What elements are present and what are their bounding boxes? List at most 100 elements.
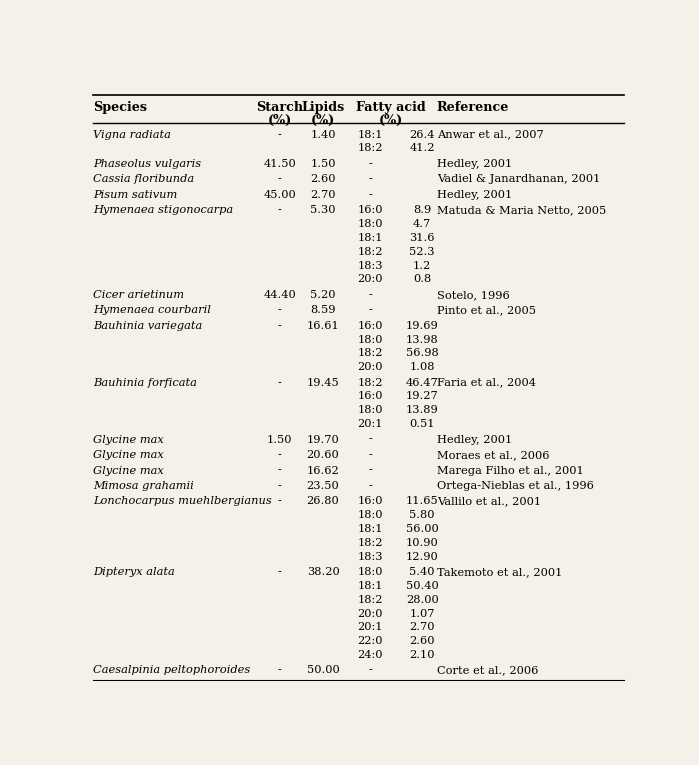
Text: 4.7: 4.7 xyxy=(413,219,431,230)
Text: 31.6: 31.6 xyxy=(410,233,435,243)
Text: Pinto et al., 2005: Pinto et al., 2005 xyxy=(437,305,536,315)
Text: Mimosa grahamii: Mimosa grahamii xyxy=(93,481,194,491)
Text: 20:1: 20:1 xyxy=(357,623,383,633)
Text: 1.50: 1.50 xyxy=(267,435,292,444)
Text: 18:1: 18:1 xyxy=(357,233,383,243)
Text: 18:2: 18:2 xyxy=(357,378,383,388)
Text: 26.80: 26.80 xyxy=(307,496,340,506)
Text: (%): (%) xyxy=(311,115,335,128)
Text: Caesalpinia peltophoroides: Caesalpinia peltophoroides xyxy=(93,666,250,675)
Text: 2.60: 2.60 xyxy=(410,636,435,646)
Text: 0.51: 0.51 xyxy=(410,419,435,429)
Text: Marega Filho et al., 2001: Marega Filho et al., 2001 xyxy=(437,466,584,476)
Text: Corte et al., 2006: Corte et al., 2006 xyxy=(437,666,538,675)
Text: 46.47: 46.47 xyxy=(406,378,438,388)
Text: 56.98: 56.98 xyxy=(406,348,438,358)
Text: 18:0: 18:0 xyxy=(357,510,383,520)
Text: 18:0: 18:0 xyxy=(357,567,383,577)
Text: 1.50: 1.50 xyxy=(310,159,336,169)
Text: 13.89: 13.89 xyxy=(406,405,438,415)
Text: 18:3: 18:3 xyxy=(357,552,383,562)
Text: 1.2: 1.2 xyxy=(413,261,431,271)
Text: Matuda & Maria Netto, 2005: Matuda & Maria Netto, 2005 xyxy=(437,205,606,215)
Text: -: - xyxy=(368,174,372,184)
Text: -: - xyxy=(368,305,372,315)
Text: 8.9: 8.9 xyxy=(413,205,431,215)
Text: -: - xyxy=(368,466,372,476)
Text: Phaseolus vulgaris: Phaseolus vulgaris xyxy=(93,159,201,169)
Text: Dipteryx alata: Dipteryx alata xyxy=(93,567,175,577)
Text: -: - xyxy=(278,450,282,460)
Text: 16.62: 16.62 xyxy=(307,466,340,476)
Text: 18:2: 18:2 xyxy=(357,594,383,605)
Text: Bauhinia forficata: Bauhinia forficata xyxy=(93,378,196,388)
Text: Hymenaea courbaril: Hymenaea courbaril xyxy=(93,305,210,315)
Text: Sotelo, 1996: Sotelo, 1996 xyxy=(437,290,510,300)
Text: 56.00: 56.00 xyxy=(406,524,438,534)
Text: 18:1: 18:1 xyxy=(357,129,383,140)
Text: Lonchocarpus muehlbergianus: Lonchocarpus muehlbergianus xyxy=(93,496,271,506)
Text: Hedley, 2001: Hedley, 2001 xyxy=(437,159,512,169)
Text: Reference: Reference xyxy=(437,101,509,114)
Text: Takemoto et al., 2001: Takemoto et al., 2001 xyxy=(437,567,562,577)
Text: 19.69: 19.69 xyxy=(406,321,438,330)
Text: 5.40: 5.40 xyxy=(410,567,435,577)
Text: 26.4: 26.4 xyxy=(410,129,435,140)
Text: Anwar et al., 2007: Anwar et al., 2007 xyxy=(437,129,544,140)
Text: 19.70: 19.70 xyxy=(307,435,340,444)
Text: -: - xyxy=(368,159,372,169)
Text: Vallilo et al., 2001: Vallilo et al., 2001 xyxy=(437,496,541,506)
Text: 1.07: 1.07 xyxy=(410,609,435,619)
Text: 16.61: 16.61 xyxy=(307,321,340,330)
Text: 18:2: 18:2 xyxy=(357,538,383,548)
Text: Cassia floribunda: Cassia floribunda xyxy=(93,174,194,184)
Text: -: - xyxy=(278,466,282,476)
Text: 18:0: 18:0 xyxy=(357,334,383,344)
Text: 45.00: 45.00 xyxy=(264,190,296,200)
Text: -: - xyxy=(368,435,372,444)
Text: -: - xyxy=(368,290,372,300)
Text: -: - xyxy=(368,450,372,460)
Text: Fatty acid: Fatty acid xyxy=(356,101,426,114)
Text: 8.59: 8.59 xyxy=(310,305,336,315)
Text: Glycine max: Glycine max xyxy=(93,450,164,460)
Text: 1.08: 1.08 xyxy=(410,362,435,373)
Text: -: - xyxy=(278,174,282,184)
Text: 50.00: 50.00 xyxy=(307,666,340,675)
Text: 13.98: 13.98 xyxy=(406,334,438,344)
Text: 16:0: 16:0 xyxy=(357,392,383,402)
Text: 5.80: 5.80 xyxy=(410,510,435,520)
Text: (%): (%) xyxy=(379,115,403,128)
Text: 12.90: 12.90 xyxy=(406,552,438,562)
Text: 18:2: 18:2 xyxy=(357,144,383,154)
Text: 16:0: 16:0 xyxy=(357,205,383,215)
Text: 2.60: 2.60 xyxy=(310,174,336,184)
Text: 5.30: 5.30 xyxy=(310,205,336,215)
Text: -: - xyxy=(278,496,282,506)
Text: Vadiel & Janardhanan, 2001: Vadiel & Janardhanan, 2001 xyxy=(437,174,600,184)
Text: 38.20: 38.20 xyxy=(307,567,340,577)
Text: -: - xyxy=(278,666,282,675)
Text: 16:0: 16:0 xyxy=(357,496,383,506)
Text: Hymenaea stigonocarpa: Hymenaea stigonocarpa xyxy=(93,205,233,215)
Text: Glycine max: Glycine max xyxy=(93,435,164,444)
Text: 28.00: 28.00 xyxy=(406,594,438,605)
Text: 52.3: 52.3 xyxy=(410,247,435,257)
Text: -: - xyxy=(368,190,372,200)
Text: 2.10: 2.10 xyxy=(410,650,435,660)
Text: 5.20: 5.20 xyxy=(310,290,336,300)
Text: 18:1: 18:1 xyxy=(357,581,383,591)
Text: Faria et al., 2004: Faria et al., 2004 xyxy=(437,378,536,388)
Text: 20:0: 20:0 xyxy=(357,609,383,619)
Text: Cicer arietinum: Cicer arietinum xyxy=(93,290,184,300)
Text: Hedley, 2001: Hedley, 2001 xyxy=(437,190,512,200)
Text: 10.90: 10.90 xyxy=(406,538,438,548)
Text: Lipids: Lipids xyxy=(301,101,345,114)
Text: 41.50: 41.50 xyxy=(264,159,296,169)
Text: Ortega-Nieblas et al., 1996: Ortega-Nieblas et al., 1996 xyxy=(437,481,593,491)
Text: Starch: Starch xyxy=(256,101,303,114)
Text: -: - xyxy=(278,321,282,330)
Text: 50.40: 50.40 xyxy=(406,581,438,591)
Text: 18:3: 18:3 xyxy=(357,261,383,271)
Text: -: - xyxy=(368,481,372,491)
